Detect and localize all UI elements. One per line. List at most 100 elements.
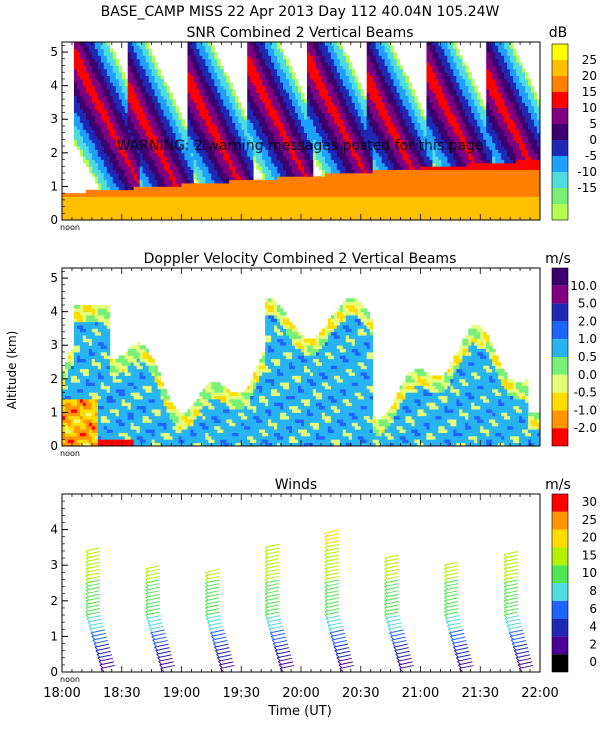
snr-cell (229, 186, 233, 191)
snr-cell (85, 68, 90, 73)
snr-cell (160, 172, 164, 177)
snr-cell (339, 102, 344, 107)
snr-cell (369, 179, 374, 184)
snr-cell (286, 72, 290, 76)
snr-cell (166, 179, 170, 184)
snr-cell (91, 149, 96, 154)
snr-cell (318, 105, 323, 110)
snr-cell (103, 172, 108, 177)
snr-cell (345, 132, 350, 137)
snr-cell (336, 75, 341, 80)
snr-cell (139, 89, 144, 93)
snr-cell (79, 146, 84, 150)
snr-cell (133, 203, 138, 207)
snr-cell (103, 159, 108, 164)
snr-cell (333, 78, 338, 83)
snr-cell (97, 58, 102, 63)
snr-cell (205, 152, 209, 157)
snr-cell (148, 132, 153, 137)
snr-cell (148, 72, 153, 76)
snr-cell (277, 206, 281, 211)
snr-cell (121, 102, 126, 107)
snr-cell (241, 122, 245, 127)
snr-cell (157, 89, 161, 93)
snr-cell (199, 193, 203, 197)
snr-cell (265, 48, 269, 53)
snr-cell (318, 62, 323, 66)
snr-cell (271, 115, 275, 120)
snr-cell (97, 203, 102, 207)
snr-cell (118, 65, 123, 70)
snr-cell (235, 196, 239, 201)
snr-cell (97, 172, 102, 177)
snr-cell (259, 206, 263, 211)
snr-cell (366, 213, 371, 218)
snr-cell (97, 176, 102, 181)
snr-cell (124, 132, 129, 137)
snr-cell (348, 149, 353, 154)
snr-cell (169, 102, 173, 107)
snr-cell (100, 206, 105, 211)
snr-cell (187, 142, 191, 147)
snr-cell (324, 216, 329, 220)
snr-cell (73, 75, 78, 80)
snr-cell (211, 109, 215, 113)
snr-cell (124, 78, 129, 83)
snr-cell (253, 109, 257, 113)
snr-cell (274, 105, 278, 110)
snr-cell (193, 112, 197, 117)
snr-cell (238, 189, 242, 194)
snr-cell (250, 89, 254, 93)
snr-cell (309, 213, 314, 218)
snr-cell (82, 122, 87, 127)
snr-cell (289, 142, 293, 147)
snr-cell (133, 125, 138, 130)
snr-cell (345, 99, 350, 103)
snr-cell (106, 206, 111, 211)
snr-cell (354, 129, 359, 134)
snr-cell (172, 129, 176, 134)
snr-cell (384, 102, 389, 107)
snr-cell (109, 152, 114, 157)
snr-cell (175, 193, 179, 197)
snr-cell (247, 146, 251, 150)
snr-cell (130, 169, 135, 174)
snr-cell (271, 152, 275, 157)
snr-cell (303, 115, 308, 120)
snr-cell (118, 189, 123, 194)
snr-cell (151, 183, 156, 187)
snr-cell (244, 159, 248, 164)
snr-cell (265, 166, 269, 171)
snr-cell (97, 55, 102, 60)
snr-cell (378, 149, 383, 154)
snr-cell (363, 189, 368, 194)
snr-cell (163, 125, 167, 130)
snr-cell (76, 85, 81, 90)
snr-cell (190, 75, 194, 80)
snr-cell (154, 112, 158, 117)
snr-cell (223, 72, 227, 76)
snr-cell (357, 193, 362, 197)
snr-cell (315, 189, 320, 194)
snr-cell (274, 166, 278, 171)
snr-cell (330, 136, 335, 140)
snr-cell (330, 132, 335, 137)
snr-cell (79, 142, 84, 147)
snr-cell (133, 89, 138, 93)
snr-cell (142, 186, 147, 191)
snr-cell (148, 85, 153, 90)
snr-cell (262, 196, 266, 201)
snr-cell (306, 122, 311, 127)
snr-cell (253, 196, 257, 201)
snr-cell (103, 206, 108, 211)
snr-cell (303, 125, 308, 130)
snr-cell (360, 132, 365, 137)
snr-cell (154, 122, 158, 127)
snr-cell (259, 112, 263, 117)
snr-cell (205, 62, 209, 66)
snr-cell (241, 125, 245, 130)
snr-cell (372, 45, 377, 50)
snr-cell (309, 105, 314, 110)
snr-cell (330, 68, 335, 73)
snr-cell (265, 186, 269, 191)
